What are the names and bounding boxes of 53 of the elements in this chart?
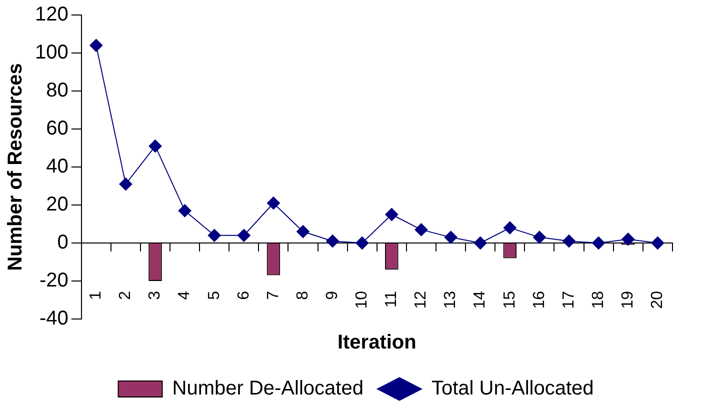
point xyxy=(326,234,340,248)
point xyxy=(296,225,310,238)
point xyxy=(474,236,487,250)
point xyxy=(119,178,132,191)
y-axis-title: Number of Resources xyxy=(4,63,27,271)
point xyxy=(622,232,635,246)
x-tick-label: 13 xyxy=(442,290,460,309)
x-tick-label: 17 xyxy=(560,290,578,309)
x-tick-label: 8 xyxy=(294,290,312,300)
legend-label: Number De-Allocated xyxy=(172,378,364,400)
x-tick-label: 11 xyxy=(383,290,400,308)
x-tick-label: 1 xyxy=(88,290,105,300)
point xyxy=(532,230,546,244)
x-tick-label: 9 xyxy=(324,290,341,300)
point xyxy=(444,230,458,244)
point xyxy=(503,221,516,234)
legend-label: Total Un-Allocated xyxy=(431,378,594,400)
point xyxy=(592,236,606,250)
point xyxy=(266,196,280,210)
point xyxy=(178,204,192,218)
point xyxy=(90,38,103,52)
x-tick-label: 6 xyxy=(235,290,252,300)
point xyxy=(385,208,398,221)
x-tick-label: 3 xyxy=(146,290,164,300)
x-tick-label: 18 xyxy=(590,290,607,309)
point xyxy=(237,228,250,242)
x-tick-label: 7 xyxy=(264,290,282,300)
x-tick-label: 15 xyxy=(501,290,518,309)
x-tick-label: 10 xyxy=(354,290,371,309)
y-tick-label: 100 xyxy=(34,42,68,64)
x-tick-label: 16 xyxy=(530,290,548,309)
y-tick-label: -40 xyxy=(39,308,68,330)
y-tick-label: 0 xyxy=(57,232,68,254)
x-tick-label: 19 xyxy=(620,290,637,309)
point xyxy=(208,228,221,242)
x-axis-title: Iteration xyxy=(337,332,416,354)
x-tick-label: 5 xyxy=(206,290,223,300)
point xyxy=(356,236,369,250)
y-tick-label: 40 xyxy=(46,156,68,178)
y-tick-label: 60 xyxy=(46,118,68,140)
y-tick-label: 120 xyxy=(34,4,68,26)
x-tick-label: 12 xyxy=(412,290,430,309)
point xyxy=(562,234,576,248)
x-tick-label: 2 xyxy=(117,290,134,300)
x-tick-label: 20 xyxy=(649,290,666,309)
point xyxy=(148,140,162,153)
y-tick-label: -20 xyxy=(39,270,68,292)
y-tick-label: 20 xyxy=(46,194,68,216)
point xyxy=(651,236,664,250)
y-tick-label: 80 xyxy=(46,80,68,102)
point xyxy=(414,223,428,236)
x-tick-label: 4 xyxy=(176,290,194,300)
x-tick-label: 14 xyxy=(472,290,489,309)
